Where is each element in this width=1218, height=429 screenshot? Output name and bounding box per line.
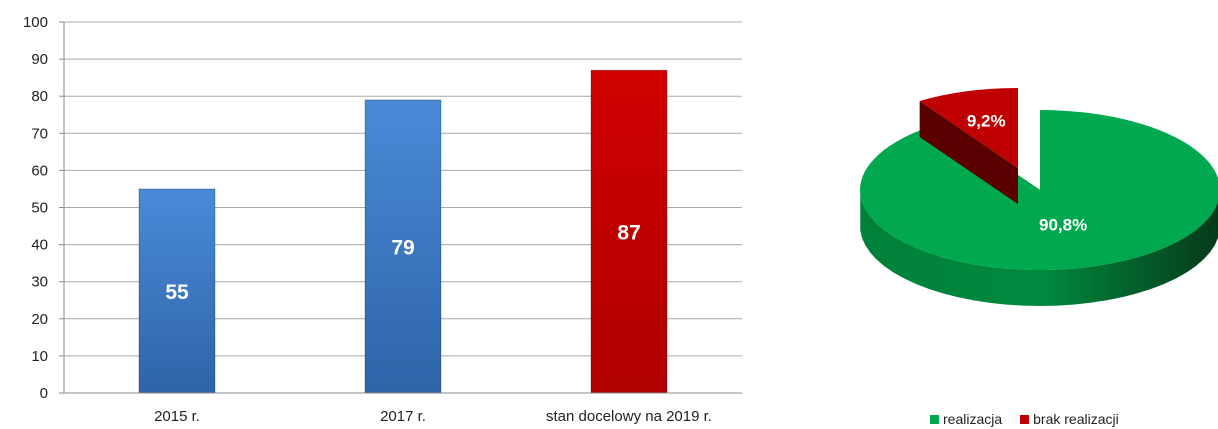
pie-data-label: 9,2%: [967, 111, 1006, 130]
y-tick-label: 20: [31, 311, 48, 328]
legend-item-realizacja: realizacja: [930, 411, 1002, 427]
legend-label: realizacja: [943, 411, 1003, 427]
y-tick-label: 80: [31, 88, 48, 105]
y-tick-label: 30: [31, 274, 48, 291]
legend-swatch-green: [930, 414, 939, 424]
legend-swatch-red: [1020, 414, 1030, 424]
x-tick-label: stan docelowy na 2019 r.: [546, 408, 712, 425]
y-tick-label: 90: [31, 51, 48, 68]
x-tick-label: 2015 r.: [154, 408, 200, 425]
y-tick-label: 100: [23, 14, 48, 31]
bar-y-axis: 0 10 20 30 40 50 60 70 80 90 100: [23, 14, 65, 402]
x-tick-label: 2017 r.: [380, 408, 426, 425]
y-tick-label: 10: [31, 348, 48, 365]
pie-legend: realizacja brak realizacji: [930, 410, 1119, 428]
bar: [590, 69, 668, 394]
bar-data-label: 87: [617, 222, 640, 245]
bar-data-label: 79: [391, 236, 414, 259]
y-tick-label: 70: [31, 125, 48, 142]
pie-chart: 90,8% 9,2%: [860, 88, 1218, 306]
bar-data-labels: 55 79 87: [165, 222, 640, 304]
bar: [138, 188, 216, 394]
pie-slice-cut: [919, 100, 1018, 204]
bar-data-label: 55: [165, 281, 189, 304]
pie-data-label: 90,8%: [1039, 216, 1087, 235]
bar: [364, 99, 442, 394]
legend-item-brak-realizacji: brak realizacji: [1020, 411, 1119, 427]
bar-x-axis: 2015 r. 2017 r. stan docelowy na 2019 r.: [64, 392, 742, 425]
pie-slice: [860, 110, 1218, 270]
y-tick-label: 0: [40, 385, 48, 402]
pie-slice: [919, 88, 1018, 168]
bar-series: [138, 69, 668, 394]
legend-label: brak realizacji: [1033, 411, 1119, 427]
y-tick-label: 50: [31, 200, 48, 217]
pie-slice-side: [860, 194, 1218, 306]
y-tick-label: 60: [31, 162, 48, 179]
y-tick-label: 40: [31, 237, 48, 254]
